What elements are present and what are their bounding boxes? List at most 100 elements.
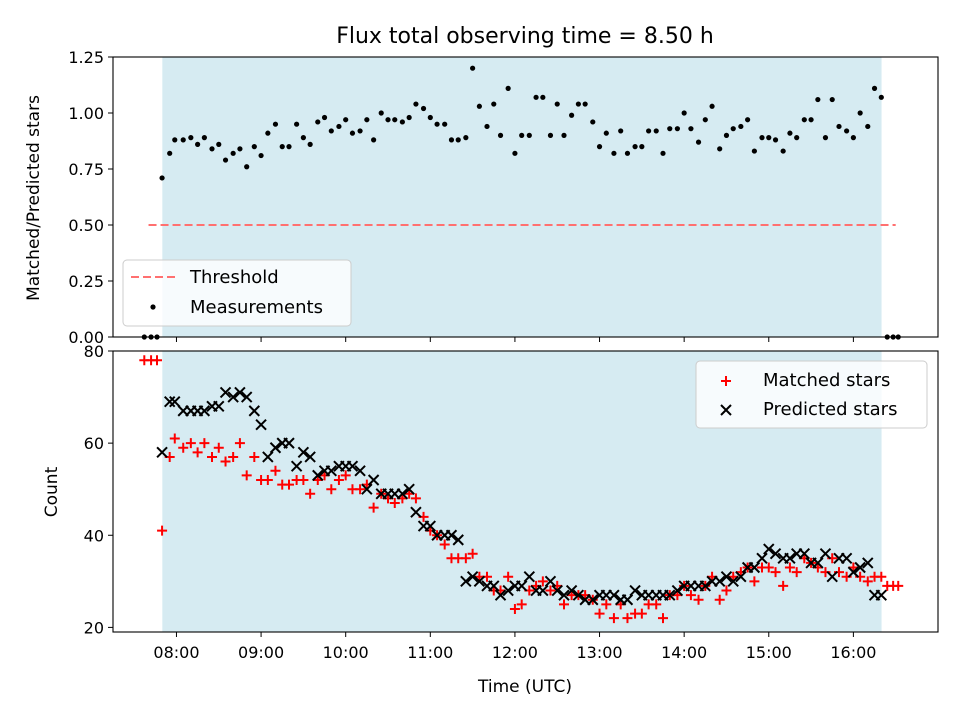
- top-y-tick-label: 1.25: [68, 48, 104, 67]
- matched-stars-point: [152, 355, 162, 366]
- matched-stars-point: [460, 553, 471, 564]
- top-y-axis-label: Matched/Predicted stars: [24, 95, 44, 301]
- predicted-stars-point: [488, 580, 500, 592]
- matched-stars-point: [876, 571, 887, 582]
- matched-stars-point: [559, 599, 569, 610]
- top-legend-box: [122, 259, 352, 327]
- measurement-point: [611, 150, 617, 156]
- predicted-stars-point: [234, 386, 246, 399]
- measurement-point: [681, 110, 687, 116]
- measurement-point: [632, 144, 638, 150]
- measurement-point: [603, 130, 609, 136]
- measurement-point: [328, 128, 334, 134]
- matched-stars-point: [545, 585, 556, 596]
- chart-title: Flux total observing time = 8.50 h: [336, 24, 714, 49]
- measurement-point: [230, 150, 236, 156]
- matched-stars-point: [410, 493, 421, 504]
- measurement-point: [766, 135, 772, 141]
- measurement-point: [413, 101, 419, 107]
- measurement-point: [653, 128, 659, 134]
- matched-stars-point: [467, 548, 478, 559]
- matched-stars-point: [784, 562, 795, 573]
- x-tick-label: 16:00: [830, 643, 876, 662]
- matched-stars-legend-label: Matched stars: [763, 370, 890, 391]
- predicted-stars-point: [297, 446, 310, 459]
- measurement-point: [434, 121, 440, 127]
- predicted-stars-point: [784, 552, 796, 565]
- measurement-point: [315, 119, 321, 125]
- matched-stars-point: [389, 498, 400, 509]
- predicted-stars-point: [671, 584, 684, 597]
- measurement-point: [364, 117, 370, 123]
- x-tick-label: 09:00: [238, 643, 284, 662]
- measurement-point: [463, 135, 469, 141]
- matched-stars-point: [262, 474, 273, 485]
- matched-stars-point: [270, 465, 281, 476]
- measurement-point: [392, 117, 398, 123]
- matched-stars-point: [234, 438, 245, 449]
- top-y-tick-label: 0.00: [68, 328, 104, 347]
- measurement-point: [371, 137, 377, 143]
- matched-stars-point: [178, 442, 189, 453]
- measurement-point: [188, 135, 194, 141]
- measurement-point: [526, 132, 532, 138]
- measurement-point: [321, 114, 328, 121]
- measurement-point: [512, 150, 518, 156]
- measurement-point: [844, 128, 850, 134]
- matched-stars-point: [685, 590, 696, 601]
- measurement-point: [195, 141, 201, 147]
- x-tick-label: 10:00: [323, 643, 369, 662]
- measurement-point: [582, 101, 588, 107]
- predicted-stars-point: [473, 575, 486, 588]
- measurement-point: [209, 146, 215, 152]
- bottom-axes-frame: [112, 350, 939, 633]
- top-panel: 0.00 0.25 0.50 0.75 1.00 1.25 Threshold Measure…: [68, 48, 939, 347]
- matched-stars-point: [326, 484, 337, 495]
- predicted-stars-point: [219, 386, 232, 399]
- measurement-point: [667, 126, 673, 132]
- bottom-panel: 20 40 60 80 08:00 09:00 10:00 11:00 12:00 13:00 14…: [84, 342, 939, 662]
- measurement-point: [794, 135, 800, 141]
- matched-stars-point: [340, 470, 351, 481]
- matched-stars-point: [791, 567, 802, 578]
- matched-stars-legend-swatch: [721, 376, 731, 386]
- x-tick-label: 12:00: [492, 643, 538, 662]
- measurement-point: [540, 94, 546, 100]
- matched-stars-point: [284, 479, 294, 490]
- matched-stars-point: [749, 576, 760, 587]
- measurement-point: [251, 144, 257, 150]
- measurement-point: [836, 123, 842, 130]
- predicted-stars-point: [304, 451, 316, 463]
- predicted-stars-point: [769, 547, 782, 560]
- matched-stars-point: [192, 447, 203, 458]
- measurement-point: [378, 110, 384, 116]
- predicted-stars-point: [240, 391, 253, 403]
- measurement-point: [491, 101, 497, 107]
- predicted-stars-point: [551, 584, 563, 597]
- predicted-stars-legend-label: Predicted stars: [763, 399, 897, 420]
- measurement-point: [751, 148, 757, 154]
- matched-stars-point: [439, 539, 450, 550]
- predicted-stars-point: [410, 506, 422, 518]
- measurement-point: [878, 94, 884, 100]
- measurement-point: [286, 144, 292, 150]
- predicted-stars-point: [523, 571, 536, 583]
- x-axis-label: Time (UTC): [477, 677, 572, 697]
- top-y-tick-label: 1.00: [68, 104, 104, 123]
- matched-stars-point: [608, 613, 619, 624]
- measurement-point: [519, 132, 525, 138]
- measurement-point: [167, 150, 173, 156]
- measurement-point: [406, 114, 412, 121]
- measurement-point: [244, 164, 250, 170]
- predicted-stars-point: [460, 575, 472, 588]
- predicted-stars-point: [819, 547, 832, 560]
- measurement-point: [399, 119, 405, 125]
- measurement-point: [569, 112, 575, 118]
- measurement-point: [780, 148, 786, 154]
- measurement-point: [772, 137, 779, 143]
- measurement-point: [442, 121, 448, 127]
- predicted-stars-point: [713, 575, 726, 588]
- predicted-stars-point: [515, 580, 528, 592]
- predicted-stars-point: [403, 483, 415, 495]
